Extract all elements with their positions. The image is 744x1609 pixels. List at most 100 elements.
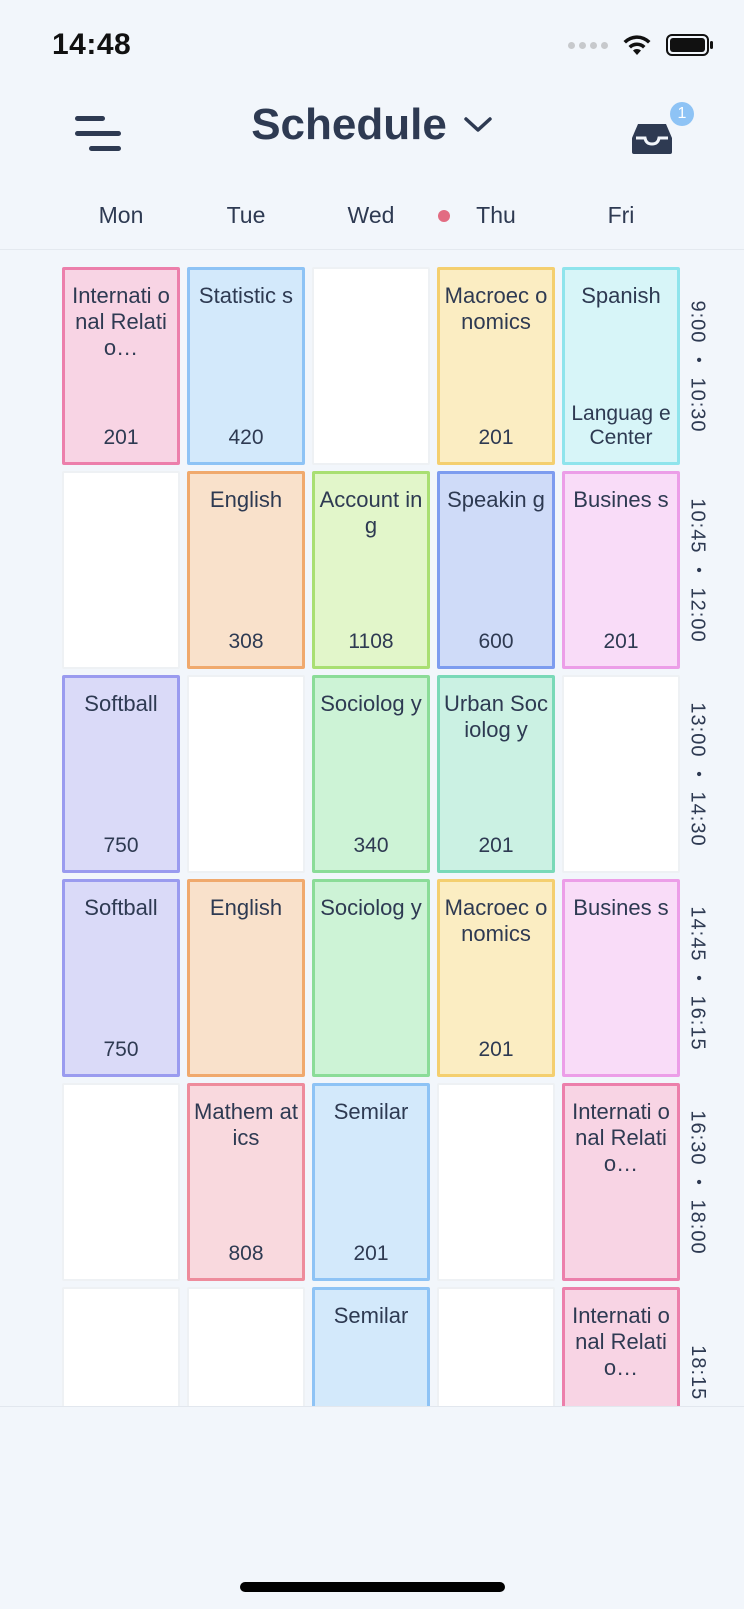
class-room: 340 — [353, 834, 389, 857]
schedule-selector[interactable]: Schedule — [0, 100, 744, 150]
period-time: 18:15 ・ — [680, 1287, 720, 1407]
empty-slot[interactable] — [437, 1083, 555, 1281]
class-name: Mathem atics — [194, 1099, 298, 1150]
class-room: 201 — [478, 1038, 514, 1061]
weekday-header: Mon Tue Wed Thu Fri — [0, 180, 744, 250]
class-room: Languag e Center — [571, 402, 671, 449]
period-time: 9:00 ・ 10:30 — [680, 267, 720, 465]
menu-icon — [75, 116, 121, 151]
class-room: 201 — [478, 426, 514, 449]
period-time-label: 14:45 ・ 16:15 — [686, 905, 709, 1051]
class-name: Sociolog y — [320, 691, 422, 716]
day-label-mon: Mon — [98, 202, 144, 228]
page-title: Schedule — [251, 100, 447, 149]
wifi-icon — [623, 35, 651, 55]
class-name: English — [209, 487, 283, 512]
class-name: Urban Sociolog y — [444, 691, 548, 742]
battery-icon — [666, 34, 713, 56]
class-cell[interactable]: Macroec onomics 201 — [437, 267, 555, 465]
day-label-wed: Wed — [347, 202, 395, 228]
signal-icon — [568, 41, 608, 49]
class-room: 308 — [228, 630, 264, 653]
class-cell[interactable]: Internati onal Relatio… 201 — [62, 267, 180, 465]
period-time-label: 18:15 ・ — [686, 1344, 709, 1407]
class-cell[interactable]: Sociolog y 340 — [312, 675, 430, 873]
class-cell[interactable]: English — [187, 879, 305, 1077]
status-icons — [568, 30, 714, 60]
class-room: 808 — [228, 1242, 264, 1265]
period-time-label: 16:30 ・ 18:00 — [686, 1109, 709, 1255]
class-name: Macroec onomics — [444, 895, 548, 946]
class-cell[interactable]: Sociolog y — [312, 879, 430, 1077]
status-bar: 14:48 — [0, 0, 744, 90]
class-name: Speakin g — [447, 487, 545, 512]
class-name: English — [209, 895, 283, 920]
class-name: Statistic s — [198, 283, 294, 308]
class-name: Internati onal Relatio… — [572, 1099, 670, 1176]
period-time: 16:30 ・ 18:00 — [680, 1083, 720, 1281]
class-name: Sociolog y — [320, 895, 422, 920]
class-cell[interactable]: Statistic s 420 — [187, 267, 305, 465]
class-cell[interactable]: Busines s — [562, 879, 680, 1077]
empty-slot[interactable] — [562, 675, 680, 873]
status-time: 14:48 — [52, 28, 132, 61]
period-time: 13:00 ・ 14:30 — [680, 675, 720, 873]
period-time: 10:45 ・ 12:00 — [680, 471, 720, 669]
class-room: 201 — [603, 630, 639, 653]
day-label-thu: Thu — [476, 202, 516, 228]
class-room: 600 — [478, 630, 514, 653]
class-name: Macroec onomics — [444, 283, 548, 334]
timetable-grid: Internati onal Relatio… 201 Statistic s 420… — [0, 252, 744, 1407]
empty-slot[interactable] — [187, 1287, 305, 1406]
class-cell[interactable]: Macroec onomics 201 — [437, 879, 555, 1077]
empty-slot[interactable] — [62, 1287, 180, 1406]
day-label-fri: Fri — [607, 202, 635, 228]
period-time-label: 10:45 ・ 12:00 — [686, 497, 709, 643]
home-indicator — [240, 1582, 505, 1592]
class-name: Softball — [84, 691, 158, 716]
class-name: Internati onal Relatio… — [572, 1303, 670, 1380]
class-name: Spanish — [581, 283, 661, 308]
class-cell[interactable]: Account ing 1108 — [312, 471, 430, 669]
class-cell[interactable]: Urban Sociolog y 201 — [437, 675, 555, 873]
class-cell[interactable]: Internati onal Relatio… — [562, 1287, 680, 1406]
day-label-tue: Tue — [226, 202, 266, 228]
class-name: Account ing — [319, 487, 423, 538]
class-room: 750 — [103, 834, 139, 857]
class-name: Busines s — [573, 895, 669, 920]
empty-slot[interactable] — [312, 267, 430, 465]
inbox-button[interactable]: 1 — [630, 102, 694, 162]
class-cell[interactable]: Semilar 201 — [312, 1083, 430, 1281]
class-cell[interactable]: Softball 750 — [62, 879, 180, 1077]
header: Schedule 1 — [0, 90, 744, 180]
class-name: Semilar — [333, 1303, 409, 1328]
class-cell[interactable]: Semilar — [312, 1287, 430, 1406]
class-cell[interactable]: Mathem atics 808 — [187, 1083, 305, 1281]
empty-slot[interactable] — [437, 1287, 555, 1406]
class-room: 1108 — [348, 630, 394, 653]
empty-slot[interactable] — [62, 1083, 180, 1281]
period-time: 14:45 ・ 16:15 — [680, 879, 720, 1077]
empty-slot[interactable] — [62, 471, 180, 669]
class-room: 201 — [103, 426, 139, 449]
notification-badge: 1 — [670, 102, 694, 126]
period-time-label: 9:00 ・ 10:30 — [686, 299, 709, 433]
chevron-down-icon — [464, 117, 492, 132]
class-name: Internati onal Relatio… — [72, 283, 170, 360]
class-cell[interactable]: Speakin g 600 — [437, 471, 555, 669]
class-name: Softball — [84, 895, 158, 920]
inbox-icon — [632, 124, 672, 154]
class-cell[interactable]: Busines s 201 — [562, 471, 680, 669]
menu-button[interactable] — [68, 106, 128, 162]
class-room: 201 — [478, 834, 514, 857]
class-name: Busines s — [573, 487, 669, 512]
class-name: Semilar — [333, 1099, 409, 1124]
class-cell[interactable]: English 308 — [187, 471, 305, 669]
class-room: 420 — [228, 426, 264, 449]
today-indicator — [438, 210, 450, 222]
class-cell[interactable]: Softball 750 — [62, 675, 180, 873]
class-room: 750 — [103, 1038, 139, 1061]
class-cell[interactable]: Spanish Languag e Center — [562, 267, 680, 465]
class-cell[interactable]: Internati onal Relatio… — [562, 1083, 680, 1281]
empty-slot[interactable] — [187, 675, 305, 873]
